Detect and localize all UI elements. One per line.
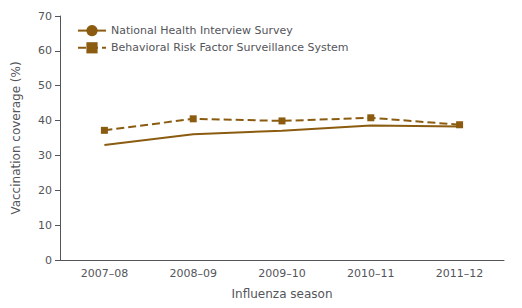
svg-text:2009–10: 2009–10 bbox=[258, 267, 306, 280]
svg-text:Influenza season: Influenza season bbox=[232, 287, 333, 301]
svg-text:2011–12: 2011–12 bbox=[436, 267, 484, 280]
svg-text:2010–11: 2010–11 bbox=[347, 267, 395, 280]
svg-text:2008–09: 2008–09 bbox=[169, 267, 217, 280]
svg-text:60: 60 bbox=[38, 44, 52, 57]
svg-text:30: 30 bbox=[38, 149, 52, 162]
svg-text:50: 50 bbox=[38, 79, 52, 92]
svg-text:Vaccination coverage (%): Vaccination coverage (%) bbox=[9, 61, 23, 214]
svg-text:National Health Interview Surv: National Health Interview Survey bbox=[111, 24, 293, 37]
svg-text:40: 40 bbox=[38, 114, 52, 127]
svg-text:20: 20 bbox=[38, 184, 52, 197]
svg-text:10: 10 bbox=[38, 219, 52, 232]
svg-text:0: 0 bbox=[45, 254, 52, 267]
svg-text:2007–08: 2007–08 bbox=[81, 267, 128, 280]
svg-text:Behavioral Risk Factor Surveil: Behavioral Risk Factor Surveillance Syst… bbox=[111, 41, 349, 54]
svg-text:70: 70 bbox=[38, 10, 52, 23]
